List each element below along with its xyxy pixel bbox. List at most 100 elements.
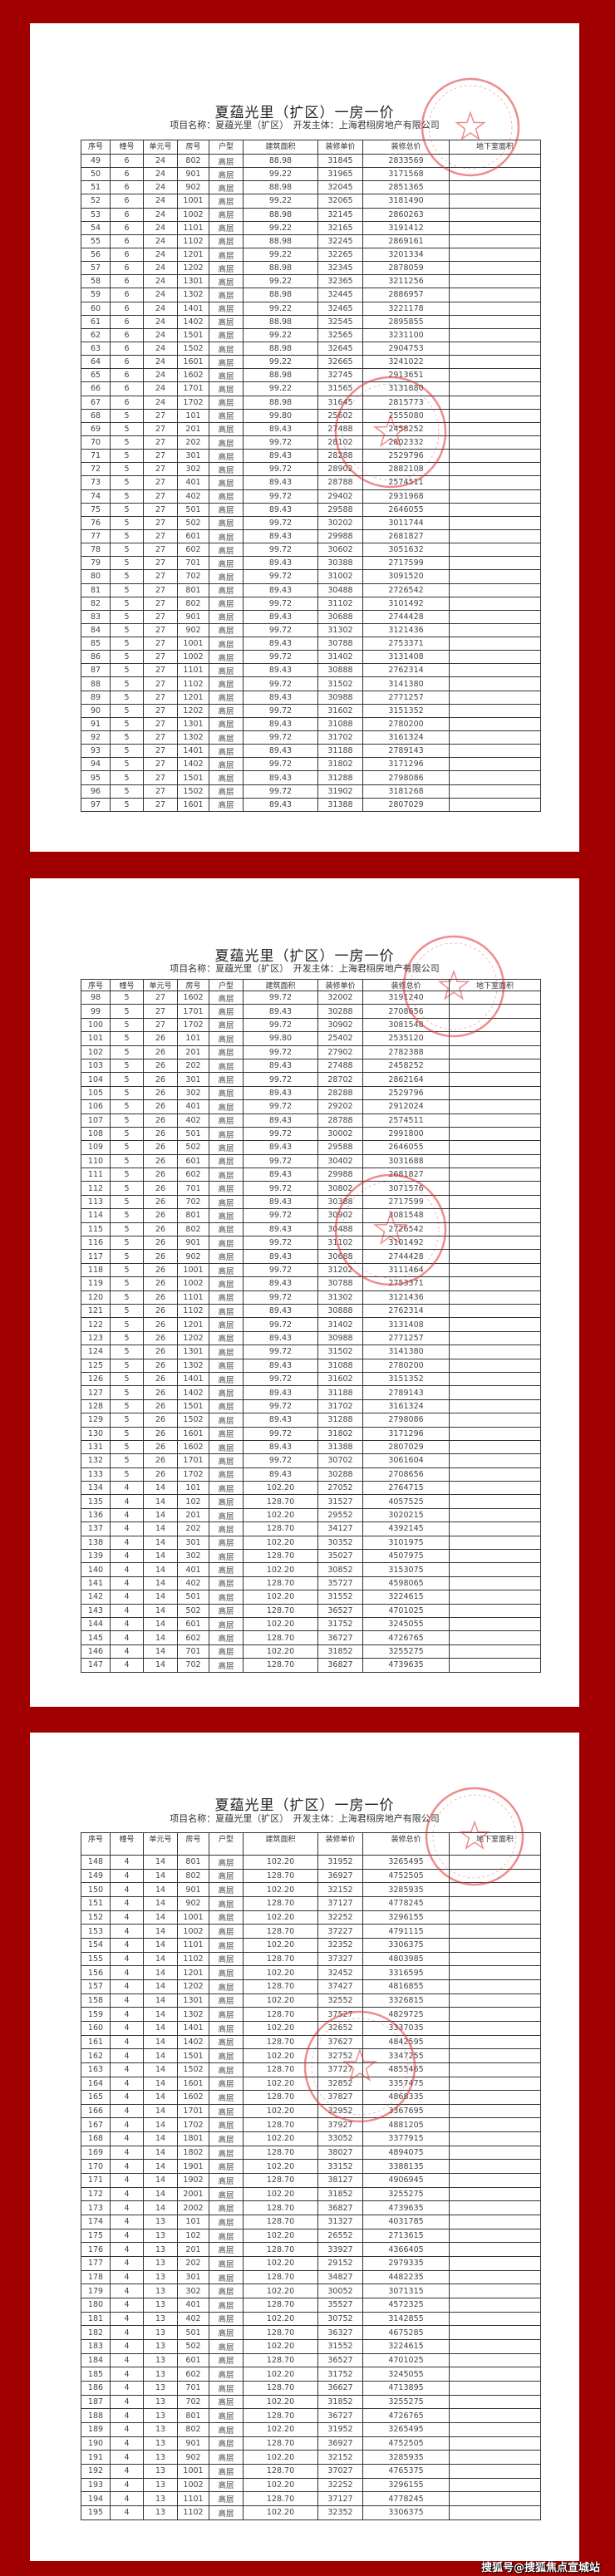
table-cell: 3388135: [362, 2159, 450, 2175]
table-cell: [449, 475, 541, 490]
table-cell: 137: [81, 1522, 111, 1536]
table-cell: 14: [143, 2103, 178, 2119]
table-cell: 27: [143, 569, 178, 584]
table-row: 121 5 26 1102 高层 89.43 30888 2762314: [81, 1303, 541, 1319]
table-cell: 13: [143, 2450, 178, 2465]
table-cell: 99.72: [243, 1181, 318, 1196]
table-cell: [449, 314, 541, 329]
table-cell: 高层: [209, 301, 244, 316]
table-cell: [449, 2145, 541, 2161]
table-cell: 2574511: [362, 475, 450, 490]
column-header: 装修单价: [317, 140, 363, 155]
table-cell: 6: [110, 194, 144, 209]
table-cell: 14: [143, 1522, 178, 1536]
table-cell: 36527: [317, 2352, 363, 2368]
table-cell: 30202: [317, 515, 363, 530]
table-row: 127 5 26 1402 高层 89.43 31188 2789143: [81, 1385, 541, 1400]
table-cell: 89.43: [243, 1330, 318, 1346]
table-cell: [449, 637, 541, 651]
table-cell: 97: [81, 797, 111, 812]
table-cell: [449, 180, 541, 195]
table-row: 119 5 26 1002 高层 89.43 30788 2753371: [81, 1276, 541, 1291]
table-cell: 高层: [209, 2117, 244, 2133]
table-cell: 4057525: [362, 1494, 450, 1509]
table-cell: [449, 327, 541, 342]
table-cell: [449, 2491, 541, 2506]
table-cell: 99.72: [243, 515, 318, 530]
table-cell: 3071576: [362, 1181, 450, 1196]
table-cell: 91: [81, 716, 111, 732]
table-cell: 3306375: [362, 1937, 450, 1953]
table-cell: 高层: [209, 2352, 244, 2368]
table-cell: 2708656: [362, 1004, 450, 1019]
table-cell: [449, 1371, 541, 1387]
table-row: 148 4 14 801 高层 102.20 31952 3265495: [81, 1855, 541, 1870]
table-cell: 2574511: [362, 1113, 450, 1128]
table-cell: 31845: [317, 153, 363, 169]
table-cell: 2681827: [362, 528, 450, 544]
column-header: 房号: [177, 979, 209, 991]
table-row: 93 5 27 1401 高层 89.43 31188 2789143: [81, 744, 541, 759]
table-cell: 高层: [209, 1017, 244, 1033]
table-header: 序号 幢号 单元号 房号 户型 建筑面积 装修单价 装修总价 地下室面积: [81, 1832, 541, 1856]
table-cell: 13: [143, 2367, 178, 2382]
table-cell: 1602: [177, 2090, 209, 2105]
table-cell: 高层: [209, 1058, 244, 1074]
table-cell: 高层: [209, 1924, 244, 1939]
table-cell: 26: [143, 1222, 178, 1237]
table-cell: 128.70: [243, 2436, 318, 2451]
table-row: 131 5 26 1602 高层 89.43 31388 2807029: [81, 1439, 541, 1455]
table-cell: [449, 1004, 541, 1019]
table-cell: 2789143: [362, 1385, 450, 1400]
table-row: 70 5 27 202 高层 99.72 28102 2802332: [81, 435, 541, 450]
table-cell: [449, 2394, 541, 2410]
table-cell: 153: [81, 1924, 111, 1939]
table-cell: [449, 770, 541, 785]
table-cell: 602: [177, 1168, 209, 1182]
table-cell: 150: [81, 1882, 111, 1897]
table-cell: 30388: [317, 1194, 363, 1210]
table-cell: 301: [177, 1072, 209, 1087]
table-cell: [449, 1345, 541, 1359]
table-cell: 31088: [317, 716, 363, 732]
table-cell: 32465: [317, 301, 363, 316]
table-cell: 128.70: [243, 1576, 318, 1591]
table-cell: 32165: [317, 220, 363, 235]
table-cell: 32365: [317, 274, 363, 289]
table-cell: 401: [177, 1099, 209, 1114]
table-cell: 24: [143, 207, 178, 222]
table-cell: 26: [143, 1330, 178, 1346]
table-cell: 30052: [317, 2283, 363, 2298]
table-cell: [449, 2159, 541, 2175]
table-cell: 31402: [317, 650, 363, 665]
table-cell: 36727: [317, 1630, 363, 1645]
table-cell: 88.98: [243, 180, 318, 195]
table-cell: 128.70: [243, 1951, 318, 1967]
table-cell: 4: [110, 2269, 144, 2285]
table-cell: 26552: [317, 2228, 363, 2244]
table-cell: 高层: [209, 1317, 244, 1332]
table-cell: 55: [81, 234, 111, 248]
table-row: 157 4 14 1202 高层 128.70 37427 4816855: [81, 1979, 541, 1994]
table-cell: [449, 2200, 541, 2216]
table-cell: 2802332: [362, 435, 450, 450]
table-cell: 3061604: [362, 1453, 450, 1468]
table-cell: 27488: [317, 1058, 363, 1074]
table-cell: [449, 2173, 541, 2188]
table-cell: 1101: [177, 663, 209, 678]
table-cell: [449, 2117, 541, 2133]
table-cell: 14: [143, 2159, 178, 2175]
table-cell: 5: [110, 622, 144, 638]
table-cell: 13: [143, 2325, 178, 2340]
table-cell: 88: [81, 676, 111, 691]
table-cell: 502: [177, 1140, 209, 1155]
table-cell: 高层: [209, 475, 244, 490]
table-cell: 4752505: [362, 1868, 450, 1884]
table-row: 50 6 24 901 高层 99.22 31965 3171568: [81, 167, 541, 182]
table-row: 186 4 13 701 高层 128.70 36627 4713895: [81, 2380, 541, 2396]
table-cell: 4598065: [362, 1576, 450, 1591]
table-cell: 2529796: [362, 449, 450, 464]
table-cell: [449, 2421, 541, 2437]
table-cell: 701: [177, 1644, 209, 1659]
table-cell: 高层: [209, 770, 244, 785]
